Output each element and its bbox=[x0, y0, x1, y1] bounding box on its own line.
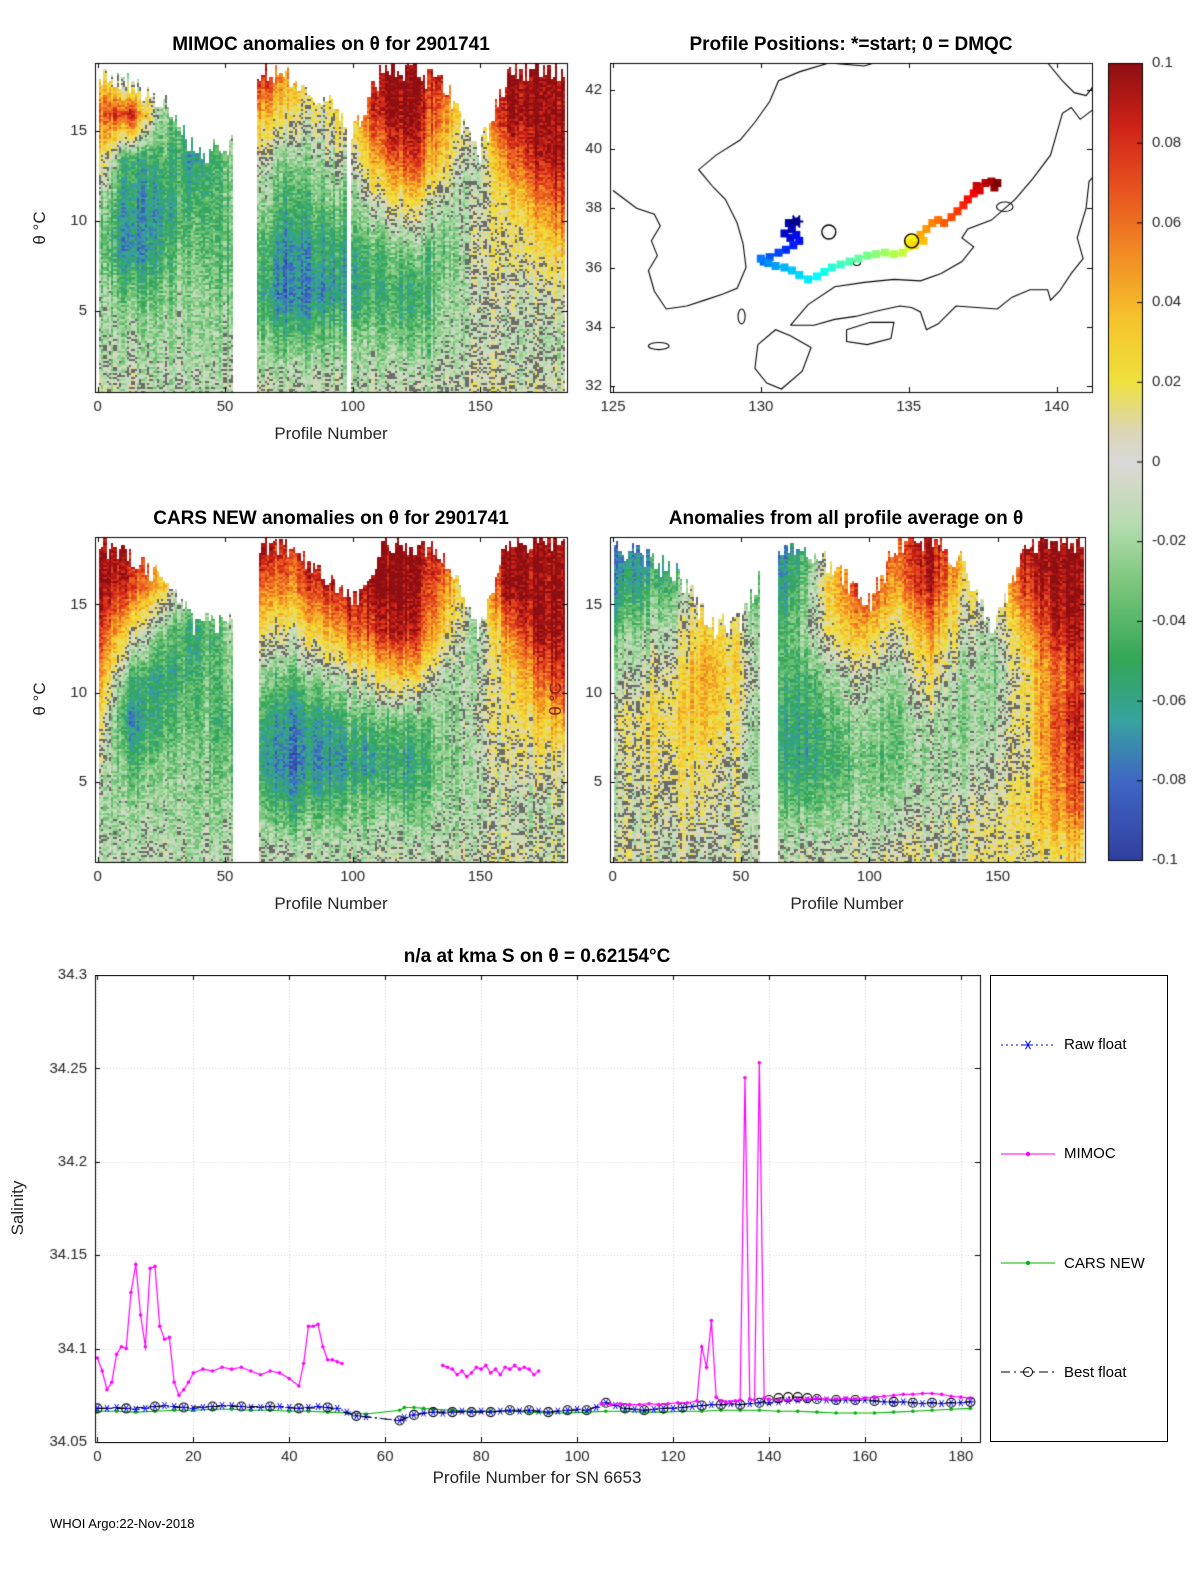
legend-sample-dot bbox=[1001, 1260, 1055, 1266]
legend-label: Best float bbox=[1064, 1363, 1127, 1381]
mimoc-xlabel: Profile Number bbox=[274, 424, 388, 443]
legend-box: Raw float MIMOC CARS NEW Best float bbox=[990, 975, 1168, 1442]
legend-item-best-float: Best float bbox=[991, 1363, 1167, 1381]
legend-item-cars-new: CARS NEW bbox=[991, 1254, 1167, 1272]
cars-title: CARS NEW anomalies on θ for 2901741 bbox=[153, 508, 509, 529]
legend-label: MIMOC bbox=[1064, 1145, 1116, 1163]
footer-text: WHOI Argo:22-Nov-2018 bbox=[50, 1516, 195, 1531]
legend-sample-asterisk bbox=[1001, 1040, 1055, 1050]
legend-label: CARS NEW bbox=[1064, 1254, 1145, 1272]
mimoc-ylabel: θ °C bbox=[30, 211, 49, 245]
legend-sample-circle bbox=[1001, 1367, 1055, 1378]
map-title: Profile Positions: *=start; 0 = DMQC bbox=[689, 34, 1013, 55]
legend-sample-dot bbox=[1001, 1151, 1055, 1157]
allprof-ylabel: θ °C bbox=[546, 682, 565, 716]
legend-item-mimoc: MIMOC bbox=[991, 1145, 1167, 1163]
cars-xlabel: Profile Number bbox=[274, 894, 388, 913]
cars-ylabel: θ °C bbox=[30, 682, 49, 716]
legend-label: Raw float bbox=[1064, 1036, 1127, 1054]
salinity-title: n/a at kma S on θ = 0.62154°C bbox=[403, 946, 671, 967]
allprof-xlabel: Profile Number bbox=[790, 894, 904, 913]
mimoc-title: MIMOC anomalies on θ for 2901741 bbox=[172, 34, 490, 55]
legend-item-raw-float: Raw float bbox=[991, 1036, 1167, 1054]
salinity-ylabel: Salinity bbox=[8, 1180, 27, 1236]
salinity-xlabel: Profile Number for SN 6653 bbox=[432, 1468, 642, 1487]
allprof-title: Anomalies from all profile average on θ bbox=[668, 508, 1024, 529]
